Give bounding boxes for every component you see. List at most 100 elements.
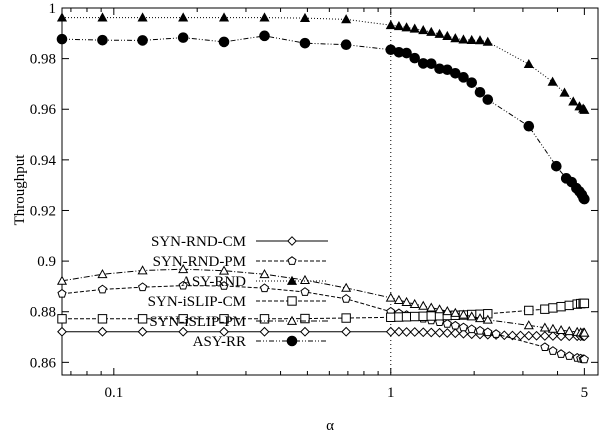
- data-point: [386, 312, 396, 322]
- data-point: [426, 302, 437, 312]
- data-point: [466, 311, 477, 321]
- data-point: [458, 72, 469, 83]
- legend-marker: [286, 315, 298, 325]
- data-point: [341, 282, 352, 292]
- y-tick-label: 0.9: [37, 254, 56, 270]
- series-line: [62, 17, 585, 111]
- data-point: [219, 326, 229, 337]
- data-point: [178, 314, 188, 324]
- data-point: [467, 324, 477, 334]
- legend-marker: [286, 335, 298, 347]
- data-point: [218, 36, 230, 48]
- data-point: [523, 330, 534, 341]
- y-tick-label: 1: [49, 1, 57, 17]
- legend-marker: [287, 256, 297, 265]
- data-point: [300, 326, 310, 337]
- data-point: [547, 76, 558, 86]
- data-point: [540, 342, 550, 352]
- data-point: [466, 77, 478, 88]
- data-point: [450, 320, 460, 330]
- series-syn-islip-pm: [56, 263, 590, 337]
- data-point: [531, 330, 542, 341]
- data-point: [474, 86, 486, 98]
- data-point: [137, 314, 148, 324]
- data-point: [450, 307, 461, 317]
- data-point: [523, 320, 534, 330]
- data-point: [137, 265, 148, 275]
- y-tick-label: 0.92: [30, 203, 56, 219]
- data-point: [524, 305, 534, 316]
- data-point: [458, 322, 469, 332]
- data-point: [178, 280, 188, 290]
- data-point: [385, 292, 396, 302]
- data-point: [340, 39, 352, 51]
- data-point: [218, 265, 230, 275]
- data-point: [394, 326, 404, 337]
- data-point: [564, 300, 574, 311]
- x-tick-label: 1: [387, 385, 395, 401]
- data-point: [401, 47, 412, 59]
- data-point: [579, 327, 590, 337]
- data-point: [57, 288, 67, 298]
- data-point: [401, 312, 412, 322]
- data-point: [426, 327, 437, 338]
- data-point: [568, 96, 579, 106]
- data-point: [458, 328, 469, 339]
- data-point: [434, 327, 445, 338]
- data-point: [97, 326, 108, 337]
- data-point: [474, 35, 486, 45]
- data-point: [409, 52, 420, 64]
- data-point: [56, 275, 68, 285]
- legend-item: ASY-RND: [181, 274, 328, 290]
- y-tick-label: 0.96: [30, 102, 57, 118]
- data-point: [409, 311, 420, 322]
- x-axis-title: α: [326, 418, 334, 434]
- x-tick-label: 5: [581, 385, 589, 401]
- data-point: [418, 311, 428, 321]
- y-axis-title: Throughput: [12, 154, 28, 226]
- data-point: [499, 330, 510, 341]
- legend-label: SYN-RND-PM: [153, 254, 246, 270]
- data-point: [137, 282, 148, 292]
- data-point: [259, 326, 270, 337]
- legend: SYN-RND-CM SYN-RND-PM ASY-RND SYN-iSLIP-CM S…: [148, 234, 328, 350]
- data-point: [178, 263, 189, 274]
- data-point: [434, 28, 445, 38]
- data-point: [341, 313, 351, 323]
- data-point: [559, 87, 570, 97]
- data-point: [548, 346, 558, 355]
- data-point: [177, 32, 189, 43]
- data-point: [57, 326, 67, 337]
- data-point: [219, 281, 229, 290]
- legend-label: SYN-iSLIP-PM: [149, 314, 246, 330]
- data-point: [56, 12, 68, 22]
- data-point: [579, 193, 590, 205]
- data-point: [137, 326, 148, 337]
- data-point: [341, 294, 351, 303]
- data-point: [458, 34, 469, 44]
- series-syn-islip-cm: [57, 298, 590, 324]
- data-point: [482, 94, 494, 105]
- data-point: [483, 327, 493, 337]
- legend-item: SYN-iSLIP-CM: [148, 294, 328, 310]
- data-point: [548, 331, 558, 341]
- series-syn-rnd-cm: [57, 326, 590, 342]
- data-point: [299, 37, 311, 49]
- data-point: [219, 314, 229, 324]
- data-point: [515, 330, 526, 341]
- data-point: [178, 12, 189, 22]
- data-point: [442, 319, 452, 328]
- data-point: [523, 58, 534, 69]
- data-point: [218, 12, 230, 22]
- data-point: [56, 33, 68, 45]
- legend-marker: [287, 236, 297, 246]
- series-asy-rnd: [56, 12, 590, 114]
- data-point: [482, 314, 493, 324]
- data-point: [466, 34, 477, 45]
- data-point: [97, 284, 108, 294]
- data-point: [442, 328, 453, 338]
- data-point: [556, 324, 567, 335]
- data-point: [426, 26, 437, 36]
- data-point: [97, 34, 108, 46]
- data-point: [137, 12, 148, 22]
